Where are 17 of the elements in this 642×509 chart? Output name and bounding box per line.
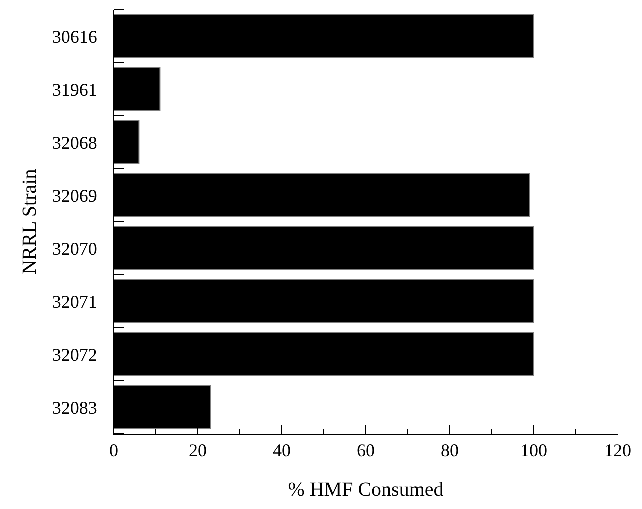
x-tick-label: 80 bbox=[441, 440, 459, 461]
y-axis-title: NRRL Strain bbox=[18, 169, 41, 275]
x-tick-label: 40 bbox=[273, 440, 291, 461]
y-tick-label: 32072 bbox=[52, 344, 98, 365]
y-tick-label: 32083 bbox=[52, 398, 98, 418]
y-tick-label: 32071 bbox=[52, 292, 98, 312]
y-tick-label: 32068 bbox=[52, 132, 98, 153]
y-tick-label: 32070 bbox=[52, 238, 98, 259]
y-tick-label: 30616 bbox=[52, 26, 98, 47]
y-tick-label: 32069 bbox=[52, 186, 98, 206]
x-tick-label: 100 bbox=[520, 440, 548, 461]
x-tick-label: 120 bbox=[604, 440, 632, 461]
x-axis-title: % HMF Consumed bbox=[288, 479, 444, 502]
x-tick-label: 20 bbox=[189, 440, 207, 461]
x-tick-label: 60 bbox=[357, 440, 375, 461]
x-tick-label: 0 bbox=[110, 440, 118, 461]
y-tick-label: 31961 bbox=[52, 80, 98, 100]
